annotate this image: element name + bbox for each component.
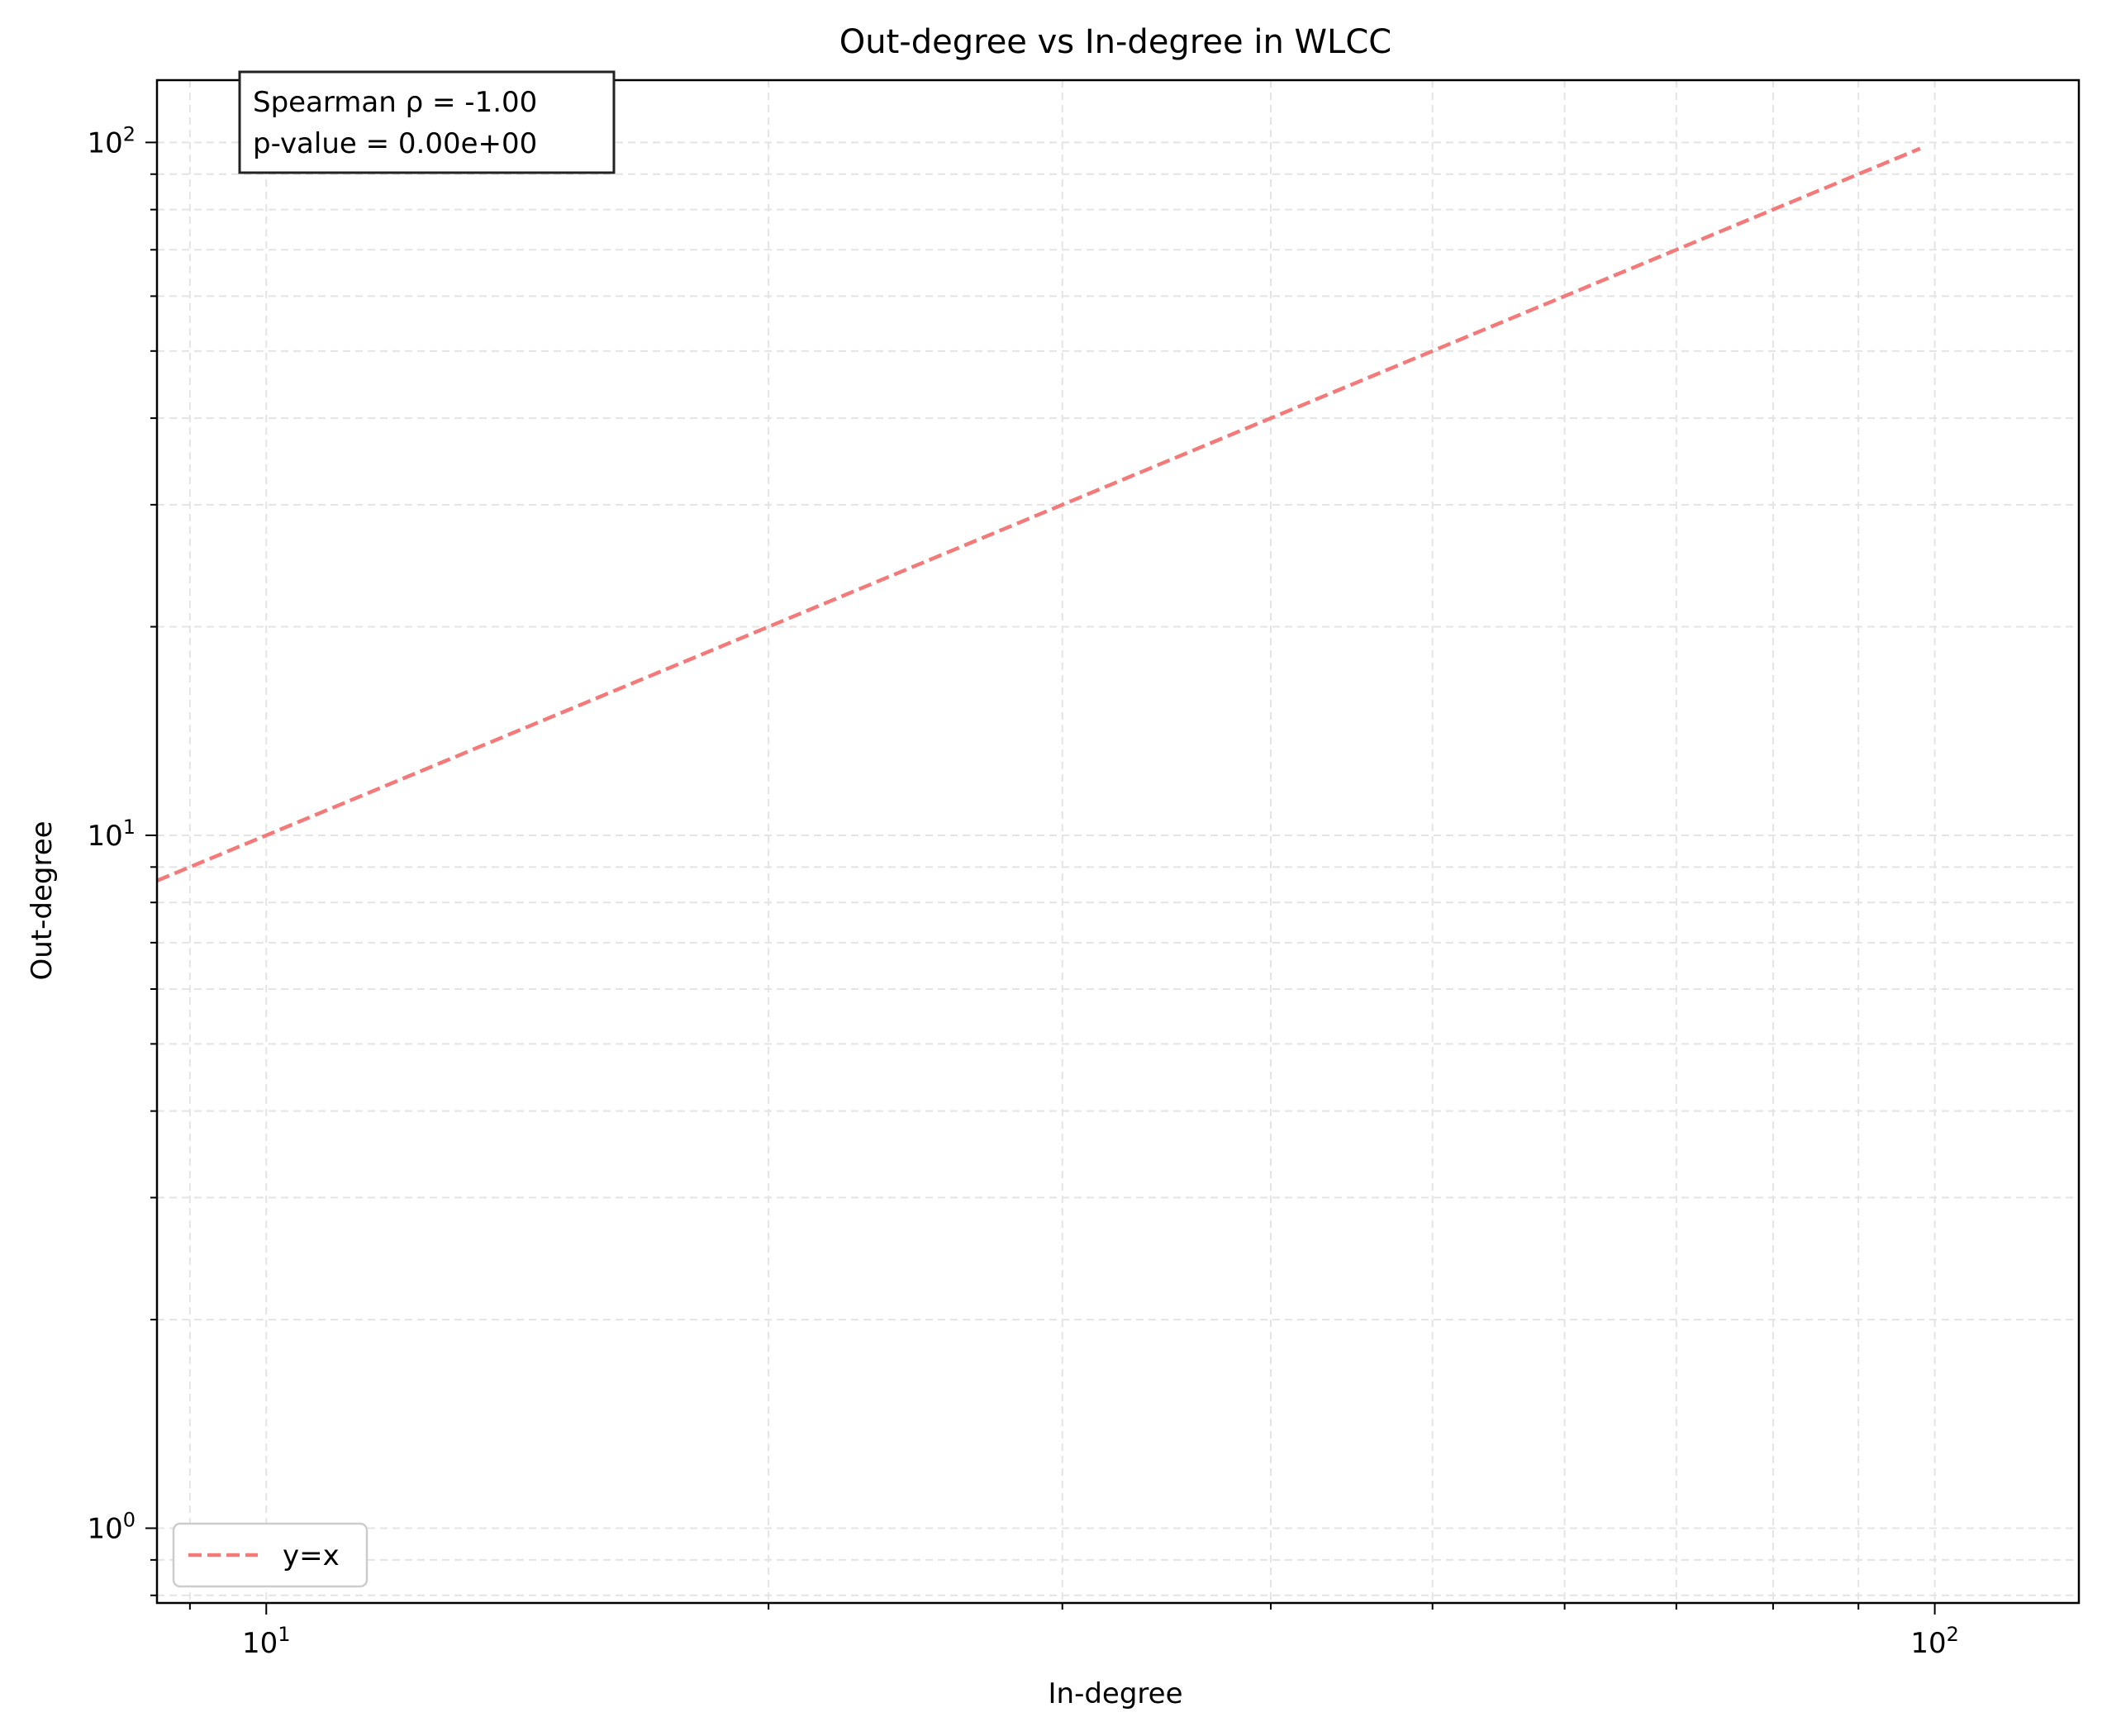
stats-annotation-line-1: Spearman ρ = -1.00 (253, 86, 537, 119)
x-tick-label: 102 (1910, 1623, 1959, 1660)
x-axis-label: In-degree (1049, 1677, 1183, 1710)
legend: y=x (172, 1522, 369, 1588)
y-tick-label: 100 (87, 1509, 136, 1546)
legend-frame (172, 1522, 369, 1588)
series-line-y-equals-x (156, 146, 1921, 882)
x-tick-label: 101 (242, 1623, 291, 1660)
y-tick-label: 101 (87, 816, 136, 853)
plot-frame (155, 78, 2081, 1605)
legend-label-y-equals-x: y=x (283, 1539, 340, 1572)
stats-annotation: Spearman ρ = -1.00 p-value = 0.00e+00 (238, 70, 616, 174)
grid-layer (157, 80, 2079, 1603)
y-axis-label: Out-degree (26, 820, 59, 980)
y-tick-label: 102 (87, 122, 136, 159)
chart-title: Out-degree vs In-degree in WLCC (839, 23, 1391, 61)
stats-annotation-frame (238, 70, 616, 174)
tick-layer: 101 102 100 101 102 (87, 122, 1958, 1660)
series-layer (156, 146, 1921, 882)
stats-annotation-line-2: p-value = 0.00e+00 (253, 127, 537, 160)
